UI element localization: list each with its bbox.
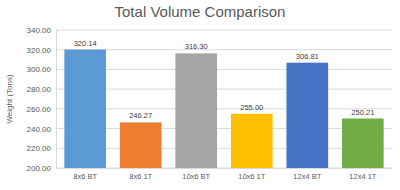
grid-line (56, 89, 392, 90)
grid-line (56, 148, 392, 149)
data-labels: 320.14 246.27 316.30 255.00 306.81 250.21 (74, 39, 375, 121)
y-tick-label: 240.00 (27, 125, 52, 134)
x-axis-line (57, 168, 393, 169)
data-label: 246.27 (129, 111, 152, 120)
x-tick: 12x4 1T (349, 168, 377, 181)
grid-line (56, 49, 392, 50)
bar (175, 53, 217, 168)
y-axis-title: Weight (Tons) (5, 74, 14, 124)
data-label: 316.30 (185, 42, 208, 51)
bars (64, 50, 383, 168)
y-tick-label: 340.00 (27, 26, 52, 35)
x-tick: 12x4 BT (293, 168, 321, 181)
x-tick-label: 8x6 1T (129, 172, 152, 181)
grid-line (56, 30, 392, 31)
grid-line (56, 128, 392, 129)
y-tick-label: 200.00 (27, 164, 52, 173)
grid (56, 30, 392, 168)
y-tick: 220.00 (27, 144, 56, 153)
y-tick: 200.00 (27, 164, 56, 173)
y-axis: 200.00 220.00 240.00 260.00 280.00 300.00 320.… (27, 26, 57, 173)
bar (64, 50, 106, 168)
x-tick: 10x6 BT (182, 168, 210, 181)
y-tick-label: 260.00 (27, 105, 52, 114)
x-axis: 8x6 BT 8x6 1T 10x6 BT 10x6 1T 12x4 BT 12x4 1T (57, 168, 393, 181)
y-axis-line (56, 31, 57, 169)
bar (342, 119, 384, 168)
x-tick-label: 8x6 BT (73, 172, 97, 181)
x-tick-label: 10x6 BT (182, 172, 210, 181)
y-tick: 300.00 (27, 65, 56, 74)
y-tick: 280.00 (27, 85, 56, 94)
chart-title: Total Volume Comparison (115, 3, 286, 20)
grid-line (56, 69, 392, 70)
grid-line (56, 168, 392, 169)
x-tick-label: 12x4 BT (293, 172, 321, 181)
bar (120, 122, 162, 168)
data-label: 250.21 (351, 108, 374, 117)
x-tick-label: 10x6 1T (238, 172, 266, 181)
y-tick-label: 220.00 (27, 144, 52, 153)
y-tick: 240.00 (27, 125, 56, 134)
y-tick: 260.00 (27, 105, 56, 114)
data-label: 320.14 (74, 39, 97, 48)
y-tick: 340.00 (27, 26, 56, 35)
x-tick: 10x6 1T (238, 168, 266, 181)
x-tick: 8x6 1T (129, 168, 152, 181)
bar (286, 63, 328, 168)
y-tick-label: 320.00 (27, 46, 52, 55)
x-tick: 8x6 BT (73, 168, 97, 181)
bar (231, 114, 273, 168)
y-tick-label: 300.00 (27, 65, 52, 74)
data-label: 255.00 (240, 103, 263, 112)
grid-line (56, 108, 392, 109)
plot-area: 200.00 220.00 240.00 260.00 280.00 300.00 320.… (27, 26, 393, 181)
y-tick: 320.00 (27, 46, 56, 55)
chart: Total Volume Comparison 200.00 220.00 240.0… (0, 0, 400, 190)
y-tick-label: 280.00 (27, 85, 52, 94)
data-label: 306.81 (296, 52, 319, 61)
x-tick-label: 12x4 1T (349, 172, 377, 181)
